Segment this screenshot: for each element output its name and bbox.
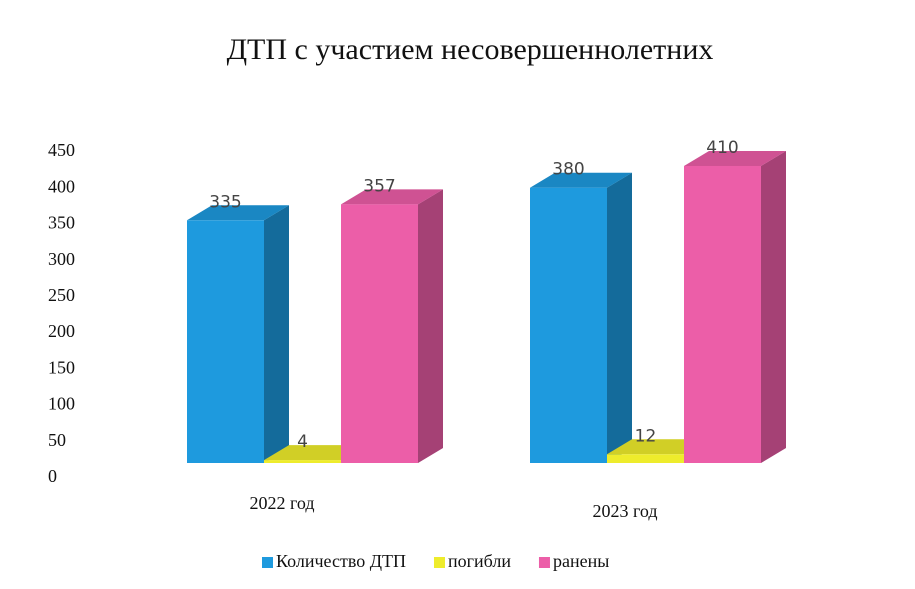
legend-swatch xyxy=(262,557,273,568)
bar-top xyxy=(341,189,443,205)
bar-top xyxy=(684,150,786,166)
bar-side xyxy=(761,150,786,463)
y-tick-label: 150 xyxy=(48,357,75,377)
bar-side-shade xyxy=(418,189,443,463)
legend-label: Количество ДТП xyxy=(276,551,406,571)
bar-side-shade xyxy=(607,172,632,463)
data-label: 380 xyxy=(552,160,584,180)
bar xyxy=(341,204,418,463)
bar-side xyxy=(607,172,632,463)
data-label: 4 xyxy=(297,432,308,452)
data-label: 12 xyxy=(635,426,657,446)
data-label: 410 xyxy=(706,138,738,158)
legend-swatch xyxy=(433,557,445,568)
data-label: 357 xyxy=(363,176,395,196)
legend-swatch xyxy=(538,557,550,568)
bar-side xyxy=(418,189,443,463)
bar-side-shade xyxy=(264,205,289,464)
bar-top xyxy=(187,205,289,221)
chart-title: ДТП с участием несовершеннолетних xyxy=(227,33,714,66)
bar xyxy=(187,220,264,463)
y-tick-label: 350 xyxy=(48,213,75,233)
y-tick-label: 0 xyxy=(48,466,57,486)
data-label: 335 xyxy=(209,192,241,212)
bar-side xyxy=(264,205,289,464)
bar xyxy=(607,454,684,463)
bar-top-shade xyxy=(684,150,786,166)
bar xyxy=(264,460,341,463)
bar-top-shade xyxy=(264,445,366,461)
bar-top xyxy=(530,172,632,188)
y-tick-label: 400 xyxy=(48,176,75,196)
legend-label: ранены xyxy=(553,551,609,571)
bar-side-shade xyxy=(761,150,786,463)
bar-top-shade xyxy=(341,189,443,205)
y-tick-label: 50 xyxy=(48,430,66,450)
y-tick-label: 250 xyxy=(48,285,75,305)
bar xyxy=(684,165,761,463)
bar xyxy=(530,187,607,463)
x-tick-label: 2023 год xyxy=(592,501,657,521)
y-tick-label: 100 xyxy=(48,394,75,414)
y-tick-label: 450 xyxy=(48,140,75,160)
bar-top-shade xyxy=(187,205,289,221)
bar-top-shade xyxy=(530,172,632,188)
bar-top xyxy=(264,445,366,461)
bar-top-shade xyxy=(607,439,709,455)
x-tick-label: 2022 год xyxy=(249,493,314,513)
legend-label: погибли xyxy=(448,551,511,571)
y-tick-label: 300 xyxy=(48,249,75,269)
bar-top xyxy=(607,439,709,455)
y-tick-label: 200 xyxy=(48,321,75,341)
